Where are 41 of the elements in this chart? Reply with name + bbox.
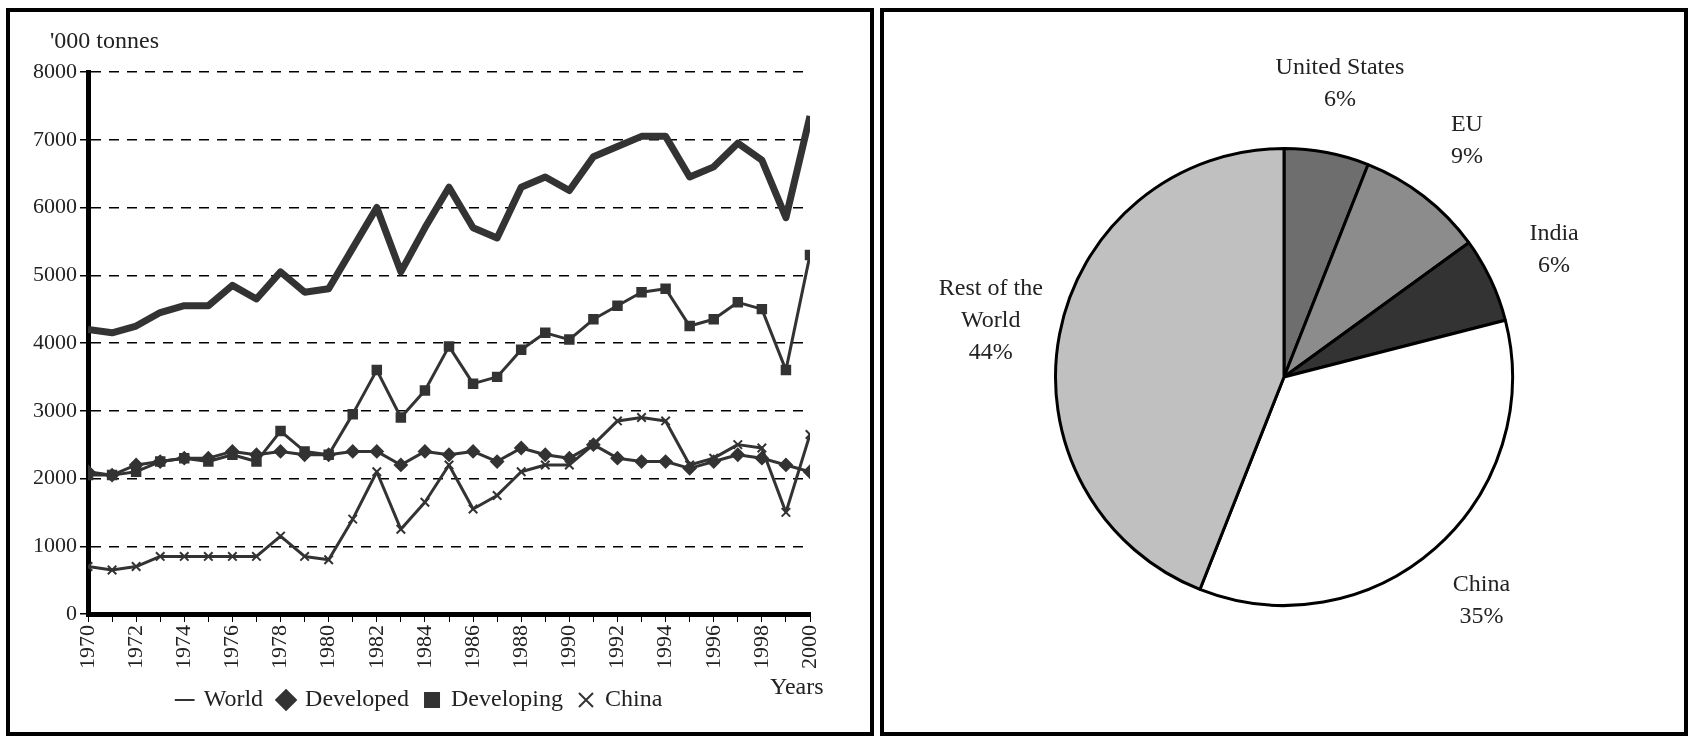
x-tick-label: 1988: [506, 625, 532, 669]
legend-label: China: [605, 685, 663, 712]
y-tick-label: 0: [66, 599, 77, 625]
x-tick-label: 1982: [362, 625, 388, 669]
y-tick-label: 6000: [33, 193, 77, 219]
y-tick-label: 4000: [33, 328, 77, 354]
y-tick-label: 2000: [33, 464, 77, 490]
data-label: 35%: [1459, 602, 1504, 629]
slice-label: EU: [1450, 110, 1483, 137]
x-tick-label: 2000: [795, 625, 821, 669]
legend-label: Developed: [305, 685, 410, 712]
slice-label: Rest of the World: [938, 274, 1043, 333]
x-axis-title: Years: [770, 673, 824, 700]
data-label: 9%: [1450, 142, 1483, 169]
slice-label: India: [1529, 219, 1580, 246]
y-tick-label: 5000: [33, 261, 77, 287]
x-tick-label: 1972: [121, 625, 147, 669]
data-label: 6%: [1323, 85, 1356, 112]
x-tick-label: 1976: [218, 625, 244, 669]
data-label: 6%: [1538, 251, 1571, 278]
x-tick-label: 1986: [458, 625, 484, 669]
legend-label: World: [203, 685, 264, 712]
x-tick-label: 1998: [747, 625, 773, 669]
x-tick-label: 1978: [266, 625, 292, 669]
y-tick-label: 1000: [33, 532, 77, 558]
x-tick-label: 1994: [651, 625, 677, 669]
slice-label: China: [1452, 570, 1511, 597]
y-tick-label: 8000: [33, 57, 77, 83]
y-axis-title: '000 tonnes: [50, 27, 159, 54]
x-tick-label: 1984: [410, 625, 436, 669]
x-tick-label: 1992: [603, 625, 629, 669]
slice-label: United States: [1275, 53, 1405, 80]
x-tick-label: 1980: [314, 625, 340, 669]
x-tick-label: 1974: [170, 625, 196, 669]
x-tick-label: 1990: [555, 625, 581, 669]
legend-label: Developing: [451, 685, 564, 712]
x-tick-label: 1996: [699, 625, 725, 669]
y-tick-label: 7000: [33, 125, 77, 151]
data-label: 44%: [968, 338, 1013, 365]
x-tick-label: 1970: [73, 625, 99, 669]
y-tick-label: 3000: [33, 396, 77, 422]
